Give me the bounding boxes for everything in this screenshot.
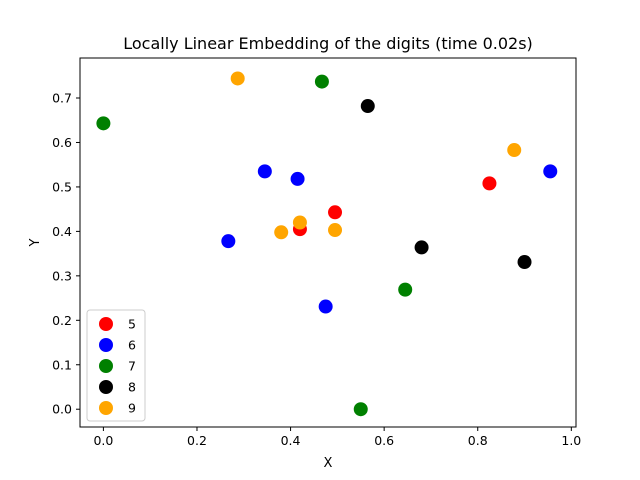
point-digit-6 — [221, 234, 236, 249]
point-digit-9 — [274, 225, 289, 240]
point-digit-6 — [543, 164, 558, 179]
y-tick-label: 0.2 — [52, 313, 72, 328]
legend-label: 7 — [128, 359, 136, 374]
x-tick-label: 0.4 — [281, 433, 301, 448]
x-tick-label: 0.6 — [374, 433, 394, 448]
legend-marker — [99, 317, 113, 331]
legend-marker — [99, 401, 113, 415]
legend-label: 5 — [128, 317, 136, 332]
chart-title: Locally Linear Embedding of the digits (… — [123, 34, 533, 53]
legend-marker — [99, 380, 113, 394]
y-tick-label: 0.6 — [52, 135, 72, 150]
y-tick-label: 0.4 — [52, 224, 72, 239]
legend-box — [86, 309, 146, 422]
point-digit-9 — [328, 223, 343, 238]
y-tick-label: 0.3 — [52, 268, 72, 283]
legend-label: 9 — [128, 401, 136, 416]
legend: 5 6 7 8 9 — [86, 309, 146, 422]
point-digit-7 — [398, 282, 413, 297]
point-digit-8 — [414, 240, 429, 255]
y-tick-label: 0.1 — [52, 357, 72, 372]
points-layer — [96, 71, 558, 417]
legend-marker — [99, 359, 113, 373]
x-tick-label: 0.8 — [468, 433, 488, 448]
legend-label: 6 — [128, 338, 136, 353]
point-digit-8 — [360, 99, 375, 114]
y-tick-label: 0.7 — [52, 91, 72, 106]
x-tick-label: 1.0 — [561, 433, 581, 448]
y-tick-label: 0.5 — [52, 179, 72, 194]
x-tick-label: 0.0 — [93, 433, 113, 448]
ticks-layer: 0.0 0.2 0.4 0.6 0.8 1.0 0.0 0.1 0.2 0.3 0.4 0.5 0.6 0… — [52, 91, 581, 448]
point-digit-9 — [507, 143, 522, 158]
point-digit-7 — [314, 74, 329, 89]
x-tick-label: 0.2 — [187, 433, 207, 448]
x-axis-label: X — [324, 456, 333, 471]
point-digit-9 — [292, 215, 307, 230]
point-digit-8 — [517, 255, 532, 270]
point-digit-6 — [290, 171, 305, 186]
point-digit-5 — [482, 176, 497, 191]
point-digit-7 — [353, 402, 368, 417]
point-digit-6 — [318, 299, 333, 314]
point-digit-5 — [328, 205, 343, 220]
point-digit-6 — [257, 164, 272, 179]
y-tick-label: 0.0 — [52, 402, 72, 417]
point-digit-7 — [96, 116, 111, 131]
legend-marker — [99, 338, 113, 352]
plot-frame — [79, 57, 577, 428]
point-digit-9 — [230, 71, 245, 86]
legend-label: 8 — [128, 380, 136, 395]
y-axis-label: Y — [28, 238, 43, 247]
